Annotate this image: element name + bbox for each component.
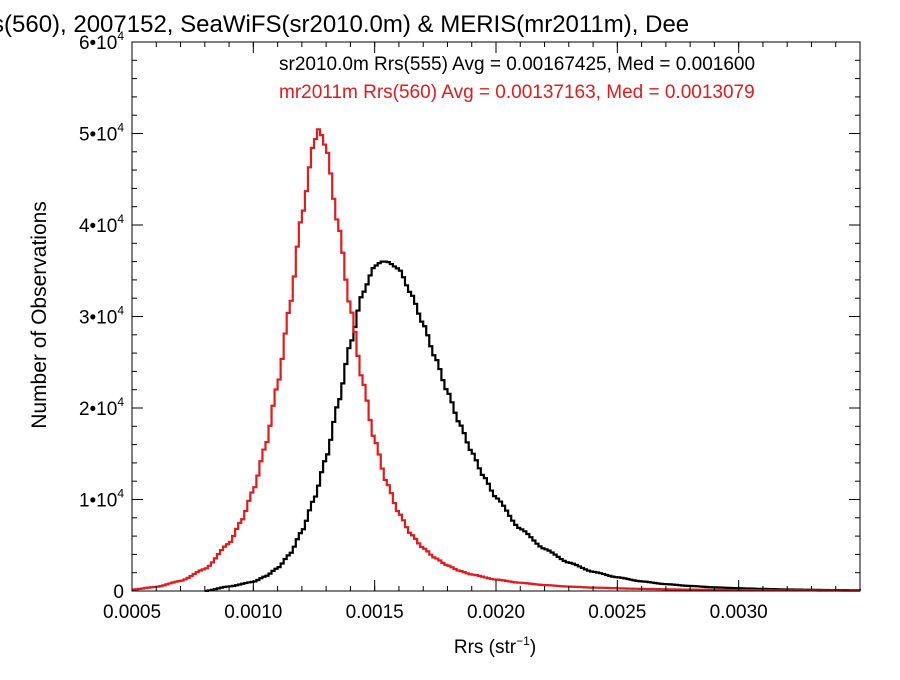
series-layer [132, 128, 862, 592]
y-tick-exponent: 4 [117, 304, 124, 318]
legend: sr2010.0m Rrs(555) Avg = 0.00167425, Med… [279, 54, 755, 103]
y-tick-label: 6•104 [79, 29, 124, 54]
axes-layer: 0.0005 0.0010 0.0015 0.0020 0.0025 0.0030 0 1•1… [79, 29, 861, 623]
y-tick-exponent: 4 [117, 121, 124, 135]
legend-entry-series-2: mr2011m Rrs(560) Avg = 0.00137163, Med =… [279, 82, 755, 103]
y-tick-exponent: 4 [117, 487, 124, 501]
y-tick-label: 2•104 [79, 395, 124, 420]
series-line-2 [132, 128, 860, 592]
y-axis-label: Number of Observations [28, 201, 51, 429]
y-tick-exponent: 4 [117, 29, 124, 43]
x-axis-label: Rrs (str−1) [454, 634, 536, 658]
chart-title: s(560), 2007152, SeaWiFS(sr2010.0m) & ME… [0, 11, 689, 38]
y-tick-label: 0 [113, 582, 124, 603]
series-line-1 [204, 260, 862, 592]
x-tick-label: 0.0005 [103, 602, 161, 623]
x-tick-label: 0.0030 [710, 602, 768, 623]
x-tick-label: 0.0025 [588, 602, 646, 623]
x-tick-label: 0.0020 [467, 602, 525, 623]
x-tick-label: 0.0015 [346, 602, 404, 623]
x-axis-label-exponent: −1 [516, 634, 530, 648]
y-tick-label: 3•104 [79, 304, 124, 329]
x-tick-label: 0.0010 [224, 602, 282, 623]
y-tick-exponent: 4 [117, 395, 124, 409]
y-tick-label: 5•104 [79, 121, 124, 146]
legend-entry-series-1: sr2010.0m Rrs(555) Avg = 0.00167425, Med… [279, 54, 755, 75]
y-tick-exponent: 4 [117, 212, 124, 226]
y-tick-label: 1•104 [79, 487, 124, 512]
y-tick-label: 4•104 [79, 212, 124, 237]
